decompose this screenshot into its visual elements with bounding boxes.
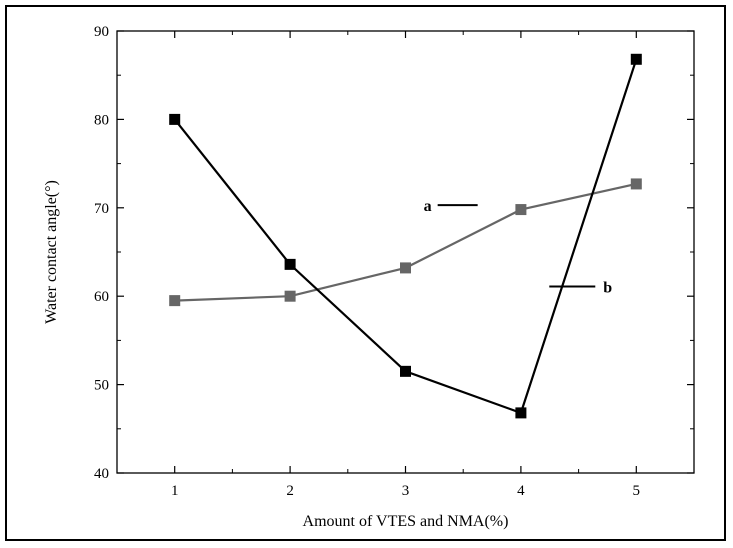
series-a-line <box>174 182 637 302</box>
annotation-label-b: b <box>603 279 612 296</box>
series-b-point <box>169 113 181 125</box>
x-tick-label: 5 <box>633 483 641 499</box>
y-tick-label: 80 <box>94 112 109 128</box>
figure-frame <box>5 5 726 541</box>
plot-area-border <box>116 30 695 474</box>
series-b-line <box>173 58 638 415</box>
x-tick-label: 2 <box>286 483 294 499</box>
y-tick-label: 60 <box>94 289 109 305</box>
x-tick-label: 4 <box>517 483 525 499</box>
series-b-point <box>630 53 642 65</box>
series-b-point <box>400 365 411 377</box>
series-a <box>169 178 642 307</box>
x-axis-title: Amount of VTES and NMA(%) <box>303 513 509 530</box>
y-tick-label: 70 <box>94 201 109 217</box>
series-a-point <box>284 290 296 302</box>
annotations: ab <box>424 198 613 296</box>
series-b-point <box>284 258 296 270</box>
y-tick-label: 90 <box>94 24 109 40</box>
series-b-point <box>515 407 527 419</box>
x-tick-label: 3 <box>402 483 410 499</box>
series-a-point <box>169 295 181 307</box>
y-axis-title: Water contact angle(°) <box>43 180 60 324</box>
x-tick-label: 1 <box>171 483 179 499</box>
axes: 40 50 60 70 80 90 1 2 3 4 5 <box>94 24 695 499</box>
series-b <box>169 53 642 419</box>
series-a-point <box>400 262 411 274</box>
y-tick-label: 50 <box>94 378 109 394</box>
series-a-point <box>515 204 527 216</box>
annotation-label-a: a <box>424 198 432 215</box>
series-a-point <box>630 178 642 190</box>
y-tick-label: 40 <box>94 466 109 482</box>
series-layer <box>169 53 642 419</box>
